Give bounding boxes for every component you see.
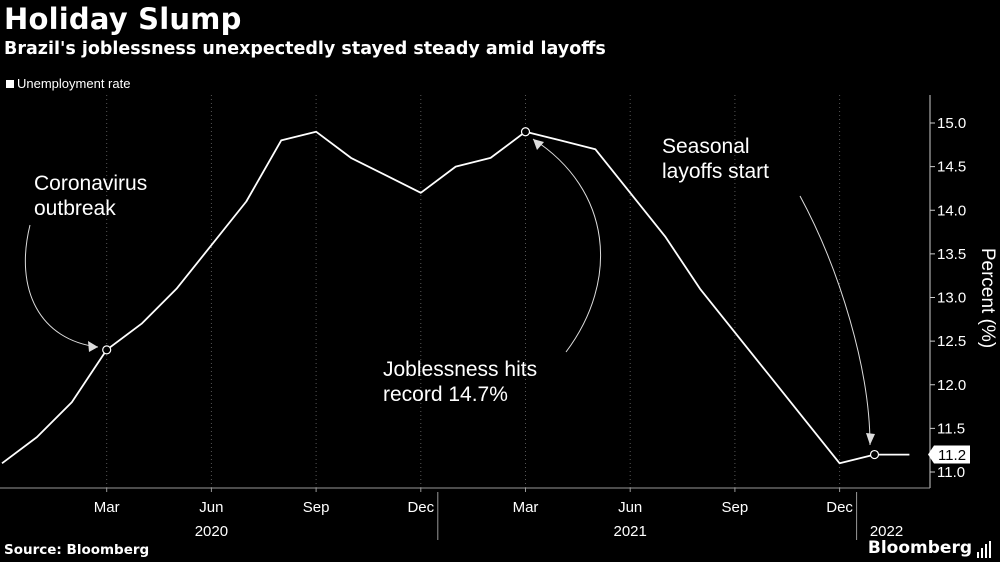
legend: Unemployment rate bbox=[6, 76, 130, 91]
x-year-label: 2020 bbox=[195, 523, 228, 540]
x-year-label: 2021 bbox=[614, 523, 647, 540]
y-tick-label: 15.0 bbox=[937, 115, 966, 132]
y-tick-label: 13.5 bbox=[937, 246, 966, 263]
annotation-marker bbox=[520, 127, 531, 137]
annotation-text: Seasonal bbox=[662, 135, 750, 158]
chart-title: Holiday Slump bbox=[4, 2, 242, 36]
y-axis-label: Percent (%) bbox=[977, 248, 998, 348]
last-value-label: 11.2 bbox=[938, 447, 966, 464]
annotation-text: record 14.7% bbox=[383, 383, 508, 406]
annotation-arrow bbox=[799, 195, 871, 446]
y-tick-label: 13.0 bbox=[937, 290, 966, 307]
x-tick-label: Jun bbox=[199, 499, 223, 516]
annotation-text: outbreak bbox=[34, 197, 116, 220]
annotation-arrow bbox=[532, 138, 602, 353]
annotation-arrowhead bbox=[866, 433, 875, 445]
terminal-icon bbox=[977, 541, 995, 558]
legend-label: Unemployment rate bbox=[17, 76, 131, 91]
x-year-label: 2022 bbox=[870, 523, 903, 540]
y-tick-label: 11.5 bbox=[937, 420, 965, 437]
y-tick-label: 14.0 bbox=[937, 202, 966, 219]
bloomberg-logo: Bloomberg bbox=[867, 538, 972, 558]
x-tick-label: Mar bbox=[94, 499, 120, 516]
annotation-text: Coronavirus bbox=[34, 172, 147, 195]
y-tick-label: 14.5 bbox=[937, 159, 966, 176]
y-tick-label: 12.0 bbox=[937, 377, 966, 394]
x-tick-label: Sep bbox=[303, 499, 330, 516]
annotation-marker bbox=[869, 449, 880, 460]
annotation-text: Joblessness hits bbox=[383, 358, 537, 381]
annotation-arrowhead bbox=[533, 139, 544, 150]
y-tick-label: 12.5 bbox=[937, 333, 966, 350]
x-tick-label: Dec bbox=[826, 499, 853, 516]
annotation-text: layoffs start bbox=[662, 160, 769, 183]
source-note: Source: Bloomberg bbox=[4, 542, 150, 558]
legend-swatch bbox=[6, 79, 14, 88]
annotation-marker bbox=[102, 345, 112, 355]
x-tick-label: Sep bbox=[722, 499, 749, 516]
annotation-arrow bbox=[24, 224, 99, 348]
x-tick-label: Dec bbox=[407, 499, 434, 516]
unemployment-line bbox=[1, 130, 910, 465]
x-tick-label: Mar bbox=[513, 499, 539, 516]
y-tick-label: 11.0 bbox=[937, 464, 965, 481]
annotation-arrowhead bbox=[88, 341, 98, 352]
chart-subtitle: Brazil's joblessness unexpectedly stayed… bbox=[4, 39, 606, 59]
x-tick-label: Jun bbox=[618, 499, 642, 516]
last-value-box bbox=[928, 445, 970, 464]
